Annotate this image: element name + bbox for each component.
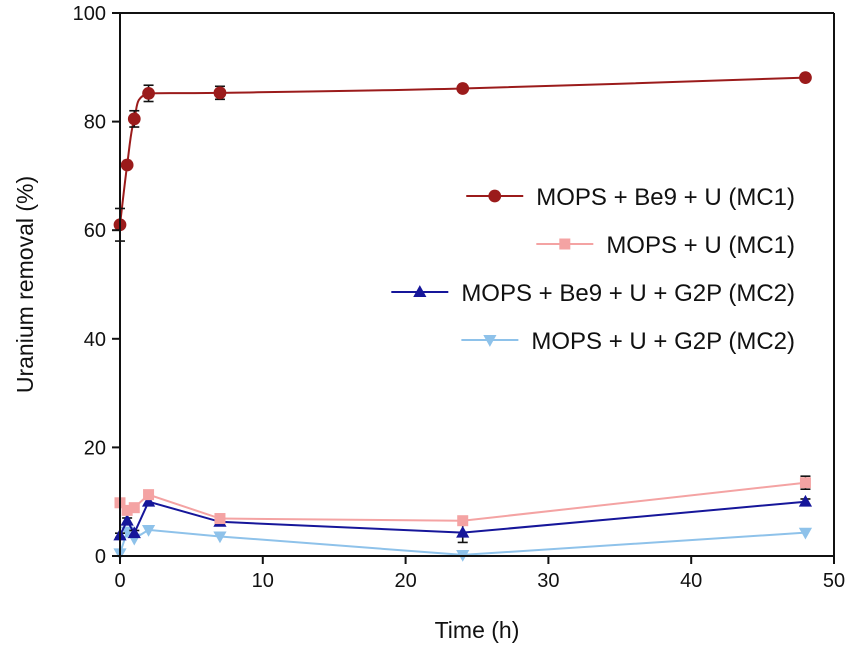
x-tick-label: 20 xyxy=(394,570,416,592)
legend-label: MOPS + Be9 + U + G2P (MC2) xyxy=(461,280,795,307)
legend-label: MOPS + U + G2P (MC2) xyxy=(531,328,795,355)
legend-item: MOPS + U (MC1) xyxy=(536,232,795,259)
data-point xyxy=(799,71,812,84)
x-tick-label: 40 xyxy=(680,570,702,592)
x-axis-title: Time (h) xyxy=(435,617,520,643)
data-point xyxy=(141,524,156,537)
data-point xyxy=(141,494,156,507)
x-tick-label: 10 xyxy=(252,570,274,592)
data-point xyxy=(128,502,140,514)
data-point xyxy=(142,86,155,100)
plot-layer xyxy=(113,71,813,562)
y-tick-label: 60 xyxy=(84,220,106,242)
data-point xyxy=(456,525,470,538)
data-point xyxy=(213,86,227,100)
data-point xyxy=(457,515,469,527)
legend-marker xyxy=(488,189,502,203)
legend-marker xyxy=(483,335,497,347)
legend-marker xyxy=(559,238,571,250)
y-tick-label: 100 xyxy=(73,3,106,25)
series-circle xyxy=(113,71,812,242)
data-point xyxy=(143,489,155,501)
y-tick-label: 80 xyxy=(84,112,106,134)
x-tick-label: 30 xyxy=(537,570,559,592)
y-tick-label: 20 xyxy=(84,437,106,459)
data-point xyxy=(456,82,470,95)
series-square xyxy=(114,475,811,527)
legend-label: MOPS + Be9 + U (MC1) xyxy=(536,184,795,211)
legend: MOPS + Be9 + U (MC1) MOPS + U (MC1) MOPS +… xyxy=(391,184,795,355)
data-point xyxy=(798,494,813,507)
axes-layer xyxy=(119,12,835,557)
legend-item: MOPS + U + G2P (MC2) xyxy=(461,328,795,355)
data-point xyxy=(120,158,134,172)
data-point xyxy=(121,504,133,516)
legend-marker xyxy=(413,285,427,297)
data-point xyxy=(213,531,227,544)
legend-item: MOPS + Be9 + U (MC1) xyxy=(466,184,795,211)
tick-layer: 0 10 20 30 40 50 0 20 40 60 80 100 xyxy=(73,3,846,592)
x-tick-label: 0 xyxy=(114,570,125,592)
legend-item: MOPS + Be9 + U + G2P (MC2) xyxy=(391,280,795,307)
data-point xyxy=(214,513,226,525)
data-point xyxy=(120,513,134,526)
data-point xyxy=(799,477,811,489)
y-axis-title: Uranium removal (%) xyxy=(12,176,38,393)
data-point xyxy=(127,526,141,539)
data-point xyxy=(127,112,141,126)
y-tick-label: 0 xyxy=(95,546,106,568)
legend-label: MOPS + U (MC1) xyxy=(606,232,795,259)
y-tick-label: 40 xyxy=(84,329,106,351)
data-point xyxy=(798,527,813,540)
x-tick-label: 50 xyxy=(823,570,845,592)
